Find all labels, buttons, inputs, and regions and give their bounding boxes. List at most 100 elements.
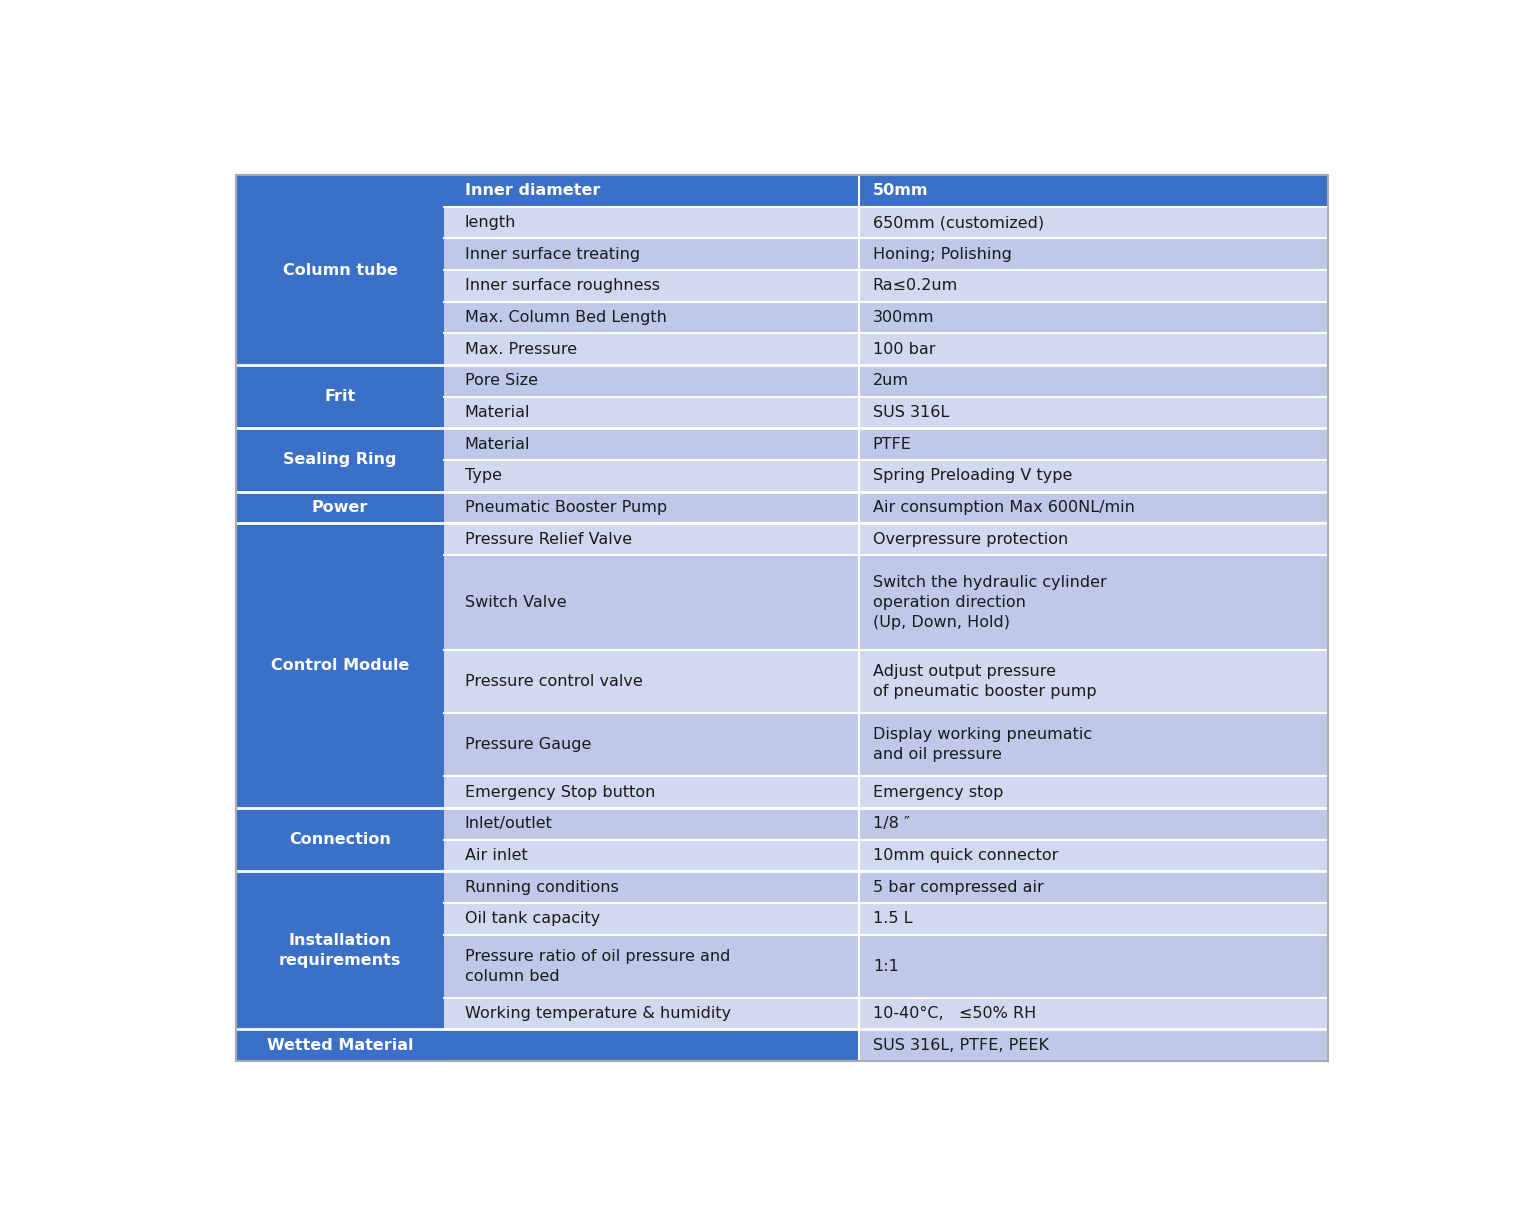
Bar (859, 271, 1329, 301)
Bar (444, 460, 859, 492)
Bar (444, 492, 859, 523)
Text: Adjust output pressure
of pneumatic booster pump: Adjust output pressure of pneumatic boos… (873, 663, 1097, 699)
Bar (444, 239, 859, 271)
Text: Ra≤0.2um: Ra≤0.2um (873, 278, 957, 294)
Text: 1/8 ″: 1/8 ″ (873, 816, 911, 831)
Bar (859, 903, 1329, 935)
Bar (444, 271, 859, 301)
Text: 50mm: 50mm (873, 184, 929, 198)
Bar (444, 871, 859, 903)
Text: Air inlet: Air inlet (465, 848, 527, 863)
Text: SUS 316L, PTFE, PEEK: SUS 316L, PTFE, PEEK (873, 1038, 1048, 1053)
Text: Honing; Polishing: Honing; Polishing (873, 247, 1012, 262)
Bar (859, 523, 1329, 554)
Text: Pressure ratio of oil pressure and
column bed: Pressure ratio of oil pressure and colum… (465, 949, 730, 984)
Text: 10-40°C,   ≤50% RH: 10-40°C, ≤50% RH (873, 1006, 1036, 1021)
Bar (236, 871, 444, 1029)
Text: Frit: Frit (324, 389, 356, 404)
Text: Inner surface roughness: Inner surface roughness (465, 278, 659, 294)
Text: Pneumatic Booster Pump: Pneumatic Booster Pump (465, 499, 667, 515)
Text: Pore Size: Pore Size (465, 373, 538, 388)
Text: Working temperature & humidity: Working temperature & humidity (465, 1006, 730, 1021)
Text: Emergency stop: Emergency stop (873, 785, 1003, 799)
Text: Sealing Ring: Sealing Ring (283, 453, 397, 468)
Bar (859, 397, 1329, 428)
Bar (859, 239, 1329, 271)
Bar (444, 1029, 859, 1061)
Text: Overpressure protection: Overpressure protection (873, 531, 1068, 547)
Bar (236, 175, 444, 365)
Bar (444, 333, 859, 365)
Bar (444, 175, 859, 207)
Text: Type: Type (465, 469, 501, 483)
Bar (859, 935, 1329, 998)
Text: Column tube: Column tube (283, 263, 397, 278)
Bar (444, 776, 859, 808)
Text: 10mm quick connector: 10mm quick connector (873, 848, 1057, 863)
Text: 2um: 2um (873, 373, 909, 388)
Bar (859, 840, 1329, 871)
Bar (444, 397, 859, 428)
Bar (859, 365, 1329, 397)
Text: Inner surface treating: Inner surface treating (465, 247, 639, 262)
Text: Wetted Material: Wetted Material (267, 1038, 414, 1053)
Bar (236, 428, 444, 492)
Bar (444, 650, 859, 714)
Text: Running conditions: Running conditions (465, 880, 618, 895)
Text: SUS 316L: SUS 316L (873, 405, 948, 420)
Bar (859, 460, 1329, 492)
Text: Inner diameter: Inner diameter (465, 184, 600, 198)
Text: Air consumption Max 600NL/min: Air consumption Max 600NL/min (873, 499, 1135, 515)
Bar (444, 428, 859, 460)
Bar (236, 365, 444, 428)
Text: 650mm (customized): 650mm (customized) (873, 215, 1044, 230)
Bar (859, 1029, 1329, 1061)
Bar (444, 301, 859, 333)
Text: 300mm: 300mm (873, 310, 935, 326)
Text: Oil tank capacity: Oil tank capacity (465, 911, 600, 927)
Text: 5 bar compressed air: 5 bar compressed air (873, 880, 1044, 895)
Text: Connection: Connection (289, 832, 391, 847)
Bar (859, 871, 1329, 903)
Bar (859, 492, 1329, 523)
Bar (859, 175, 1329, 207)
Text: Control Module: Control Module (271, 659, 409, 673)
Bar (236, 1029, 444, 1061)
Bar (859, 207, 1329, 239)
Bar (444, 207, 859, 239)
Text: Inlet/outlet: Inlet/outlet (465, 816, 553, 831)
Text: Pressure control valve: Pressure control valve (465, 674, 642, 689)
Bar (859, 554, 1329, 650)
Bar (444, 554, 859, 650)
Text: Material: Material (465, 437, 530, 452)
Text: 100 bar: 100 bar (873, 341, 935, 356)
Text: Max. Column Bed Length: Max. Column Bed Length (465, 310, 667, 326)
Text: Max. Pressure: Max. Pressure (465, 341, 577, 356)
Text: Pressure Relief Valve: Pressure Relief Valve (465, 531, 632, 547)
Text: Power: Power (312, 499, 368, 515)
Bar (236, 492, 444, 523)
Bar (859, 301, 1329, 333)
Bar (444, 714, 859, 776)
Bar (859, 650, 1329, 714)
Bar (859, 333, 1329, 365)
Bar (859, 428, 1329, 460)
Text: Switch the hydraulic cylinder
operation direction
(Up, Down, Hold): Switch the hydraulic cylinder operation … (873, 575, 1106, 629)
Bar (444, 935, 859, 998)
Text: Display working pneumatic
and oil pressure: Display working pneumatic and oil pressu… (873, 727, 1092, 763)
Text: PTFE: PTFE (873, 437, 912, 452)
Text: length: length (465, 215, 517, 230)
Bar (859, 714, 1329, 776)
Bar (444, 808, 859, 840)
Bar (859, 808, 1329, 840)
Bar (859, 776, 1329, 808)
Text: 1.5 L: 1.5 L (873, 911, 912, 927)
Bar (859, 998, 1329, 1029)
Bar (236, 523, 444, 808)
Text: Installation
requirements: Installation requirements (279, 933, 401, 968)
Text: Pressure Gauge: Pressure Gauge (465, 737, 591, 753)
Bar (444, 523, 859, 554)
Text: 1:1: 1:1 (873, 958, 898, 973)
Bar (444, 998, 859, 1029)
Bar (444, 365, 859, 397)
